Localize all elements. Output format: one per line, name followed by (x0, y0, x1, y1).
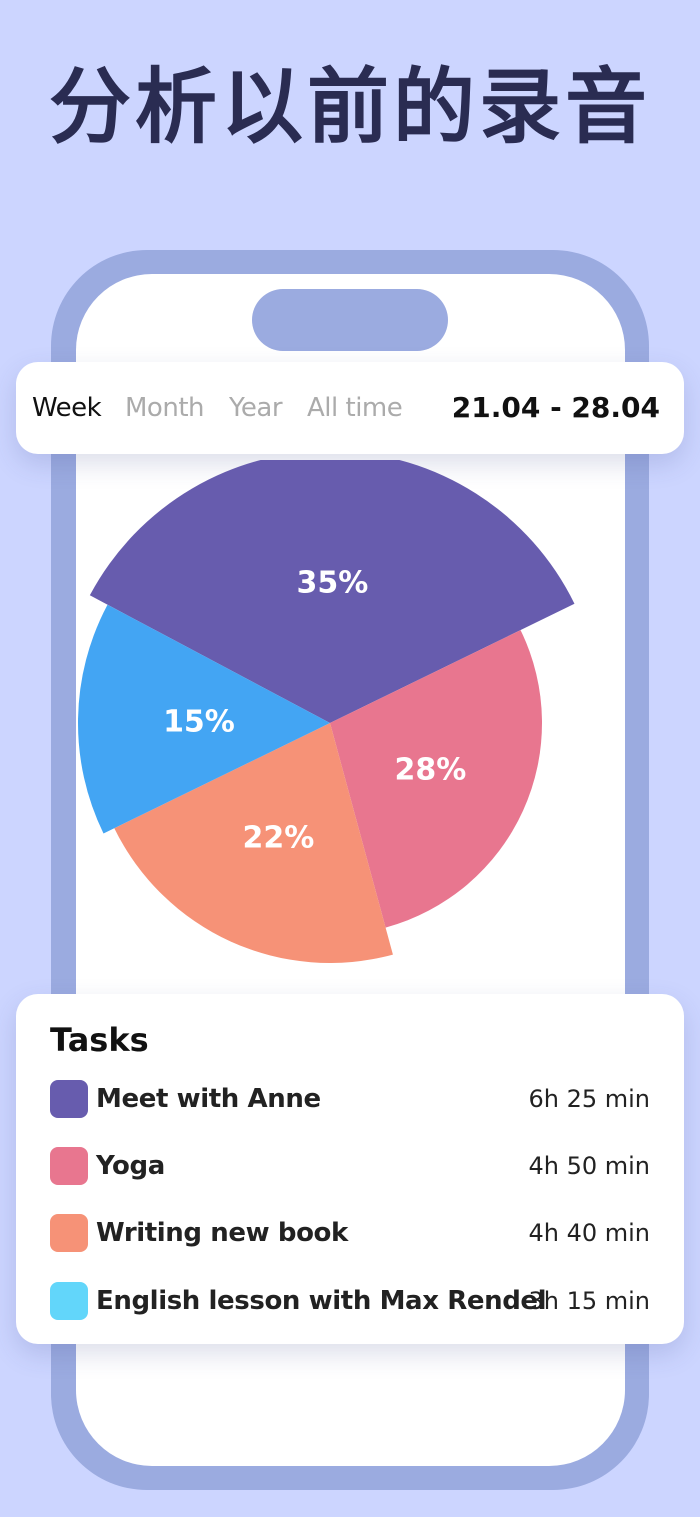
task-duration: 3h 15 min (528, 1287, 650, 1315)
tab-week[interactable]: Week (32, 393, 102, 423)
task-color-swatch (50, 1147, 88, 1185)
task-duration: 6h 25 min (528, 1085, 650, 1113)
tasks-title: Tasks (50, 1021, 149, 1059)
date-range[interactable]: 21.04 - 28.04 (451, 391, 660, 424)
task-name: English lesson with Max Rendel (96, 1286, 547, 1316)
task-row-meet-with-anne[interactable]: Meet with Anne 6h 25 min (50, 1080, 650, 1120)
task-row-yoga[interactable]: Yoga 4h 50 min (50, 1147, 650, 1187)
pie-label-slice-35: 35% (297, 566, 369, 601)
task-row-writing-new-book[interactable]: Writing new book 4h 40 min (50, 1214, 650, 1254)
task-name: Writing new book (96, 1218, 348, 1248)
pie-chart: 35% 28% 22% 15% (60, 460, 640, 980)
pie-slice-22[interactable] (114, 723, 393, 963)
pie-chart-svg: 35% 28% 22% 15% (78, 460, 575, 963)
pie-slice-28[interactable] (330, 630, 542, 928)
phone-notch (252, 289, 448, 351)
tab-month[interactable]: Month (125, 393, 205, 423)
pie-label-slice-15: 15% (163, 705, 235, 740)
pie-slice-35[interactable] (89, 460, 575, 723)
task-color-swatch (50, 1282, 88, 1320)
task-name: Meet with Anne (96, 1084, 321, 1114)
tasks-card: Tasks Meet with Anne 6h 25 min Yoga 4h 5… (16, 994, 684, 1344)
task-color-swatch (50, 1080, 88, 1118)
task-color-swatch (50, 1214, 88, 1252)
task-row-english-lesson[interactable]: English lesson with Max Rendel 3h 15 min (50, 1282, 650, 1322)
task-duration: 4h 40 min (528, 1219, 650, 1247)
pie-slice-15[interactable] (78, 604, 330, 834)
pie-label-slice-28: 28% (394, 753, 466, 788)
tab-year[interactable]: Year (229, 393, 283, 423)
task-duration: 4h 50 min (528, 1152, 650, 1180)
task-name: Yoga (96, 1151, 165, 1181)
period-selector-card: Week Month Year All time 21.04 - 28.04 (16, 362, 684, 454)
page-headline: 分析以前的录音 (48, 60, 651, 155)
tab-all-time[interactable]: All time (307, 393, 403, 423)
pie-label-slice-22: 22% (243, 821, 315, 856)
